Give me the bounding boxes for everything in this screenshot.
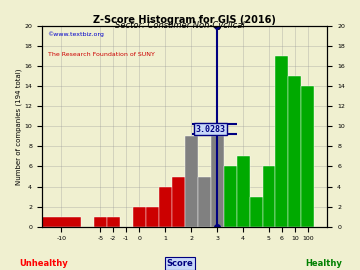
Bar [275,56,288,227]
Bar [211,136,224,227]
Bar [159,187,172,227]
Text: 3.0283: 3.0283 [195,125,226,134]
Title: Z-Score Histogram for GIS (2016): Z-Score Histogram for GIS (2016) [93,15,276,25]
Bar [107,217,120,227]
Text: Healthy: Healthy [306,259,342,268]
Bar [94,217,107,227]
Bar [146,207,159,227]
Text: ©www.textbiz.org: ©www.textbiz.org [48,32,104,38]
Y-axis label: Number of companies (194 total): Number of companies (194 total) [15,68,22,184]
Text: Sector: Consumer Non-Cyclical: Sector: Consumer Non-Cyclical [115,21,245,30]
Bar [249,197,262,227]
Text: Unhealthy: Unhealthy [19,259,68,268]
Bar [237,156,249,227]
Text: The Research Foundation of SUNY: The Research Foundation of SUNY [48,52,154,57]
Bar [224,167,237,227]
Bar [301,86,314,227]
Bar [288,76,301,227]
Bar [262,167,275,227]
Bar [185,136,198,227]
Bar [42,217,81,227]
Text: Score: Score [167,259,193,268]
Bar [172,177,185,227]
Bar [133,207,146,227]
Bar [198,177,211,227]
